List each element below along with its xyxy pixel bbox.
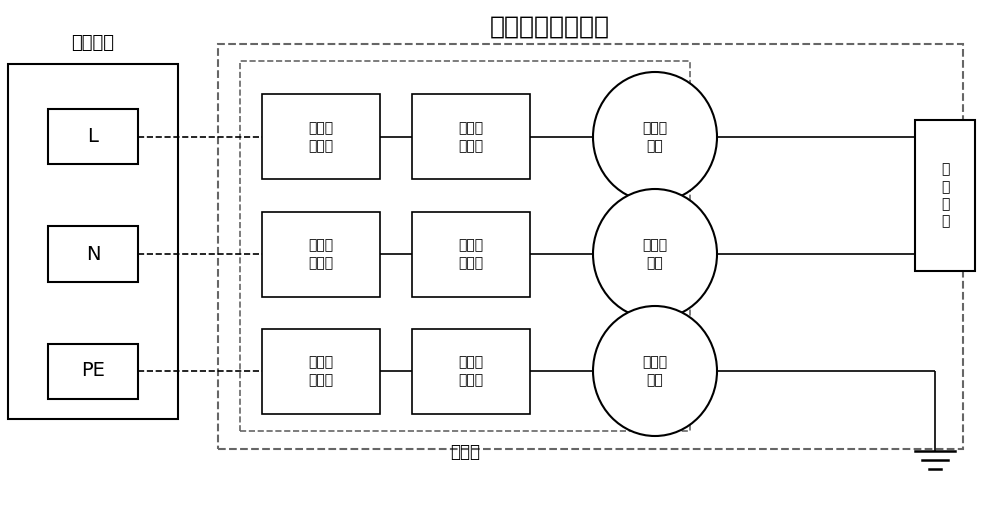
Text: 变
频
电
器: 变 频 电 器 xyxy=(941,162,949,229)
Text: 零线输
出端子: 零线输 出端子 xyxy=(458,238,484,270)
Bar xyxy=(412,212,530,297)
Text: 第三滤
波器: 第三滤 波器 xyxy=(642,355,668,387)
Bar xyxy=(412,95,530,180)
Text: 地线输
入端子: 地线输 入端子 xyxy=(308,355,334,387)
Text: 火线输
入端子: 火线输 入端子 xyxy=(308,121,334,153)
Bar xyxy=(262,95,380,180)
Text: 火线输
出端子: 火线输 出端子 xyxy=(458,121,484,153)
Text: 第二滤
波器: 第二滤 波器 xyxy=(642,238,668,270)
Text: 交流电源: 交流电源 xyxy=(72,34,114,52)
Text: N: N xyxy=(86,244,100,264)
Text: L: L xyxy=(88,127,98,147)
Ellipse shape xyxy=(593,72,717,202)
Text: 接线盘: 接线盘 xyxy=(450,443,480,461)
Ellipse shape xyxy=(593,306,717,436)
Text: 地线输
出端子: 地线输 出端子 xyxy=(458,355,484,387)
Bar xyxy=(48,227,138,281)
Text: 零线输
入端子: 零线输 入端子 xyxy=(308,238,334,270)
Bar xyxy=(412,328,530,413)
Bar xyxy=(48,344,138,399)
Text: 第一滤
波器: 第一滤 波器 xyxy=(642,121,668,153)
Ellipse shape xyxy=(593,189,717,319)
Text: PE: PE xyxy=(81,361,105,381)
Bar xyxy=(915,121,975,270)
Bar xyxy=(48,109,138,164)
Text: 共模干扰抑制装置: 共模干扰抑制装置 xyxy=(490,15,610,39)
Bar xyxy=(218,44,963,449)
Bar xyxy=(240,61,690,431)
Bar xyxy=(8,64,178,419)
Bar xyxy=(262,212,380,297)
Bar xyxy=(262,328,380,413)
